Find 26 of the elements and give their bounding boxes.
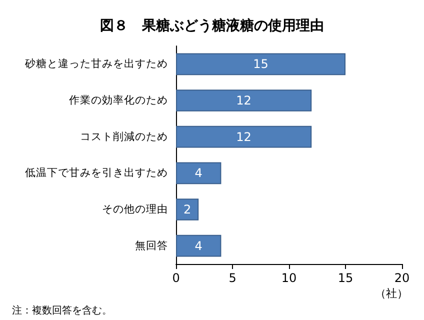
bar bbox=[176, 90, 312, 112]
bar bbox=[176, 53, 346, 76]
x-tick-label: 5 bbox=[228, 271, 236, 285]
chart-title: 図８ 果糖ぶどう糖液糖の使用理由 bbox=[100, 17, 324, 34]
y-tick-label: コスト削減のため bbox=[80, 130, 168, 143]
x-tick-label: 15 bbox=[338, 271, 354, 285]
y-tick-label: その他の理由 bbox=[102, 202, 168, 216]
data-label: 4 bbox=[194, 238, 202, 253]
y-tick-label: 作業の効率化のため bbox=[68, 94, 168, 106]
bar bbox=[176, 234, 222, 257]
data-label: 12 bbox=[236, 94, 252, 108]
bar bbox=[176, 198, 199, 220]
y-tick-label: 無回答 bbox=[135, 240, 168, 252]
y-tick-label: 砂糖と違った甘みを出すため bbox=[24, 57, 168, 70]
x-tick-label: 20 bbox=[394, 271, 410, 285]
data-label: 12 bbox=[236, 130, 252, 144]
y-tick-label: 低温下で甘みを引き出すため bbox=[25, 166, 168, 180]
data-label: 2 bbox=[183, 202, 192, 216]
bar bbox=[176, 162, 222, 184]
data-label: 15 bbox=[253, 57, 268, 72]
x-tick-label: 0 bbox=[172, 271, 180, 285]
x-axis-title: （社） bbox=[375, 287, 408, 300]
x-tick-label: 10 bbox=[281, 271, 297, 285]
bar bbox=[176, 126, 312, 148]
text: 注：複数回答を含む。 bbox=[12, 304, 112, 316]
data-label: 4 bbox=[194, 166, 202, 180]
